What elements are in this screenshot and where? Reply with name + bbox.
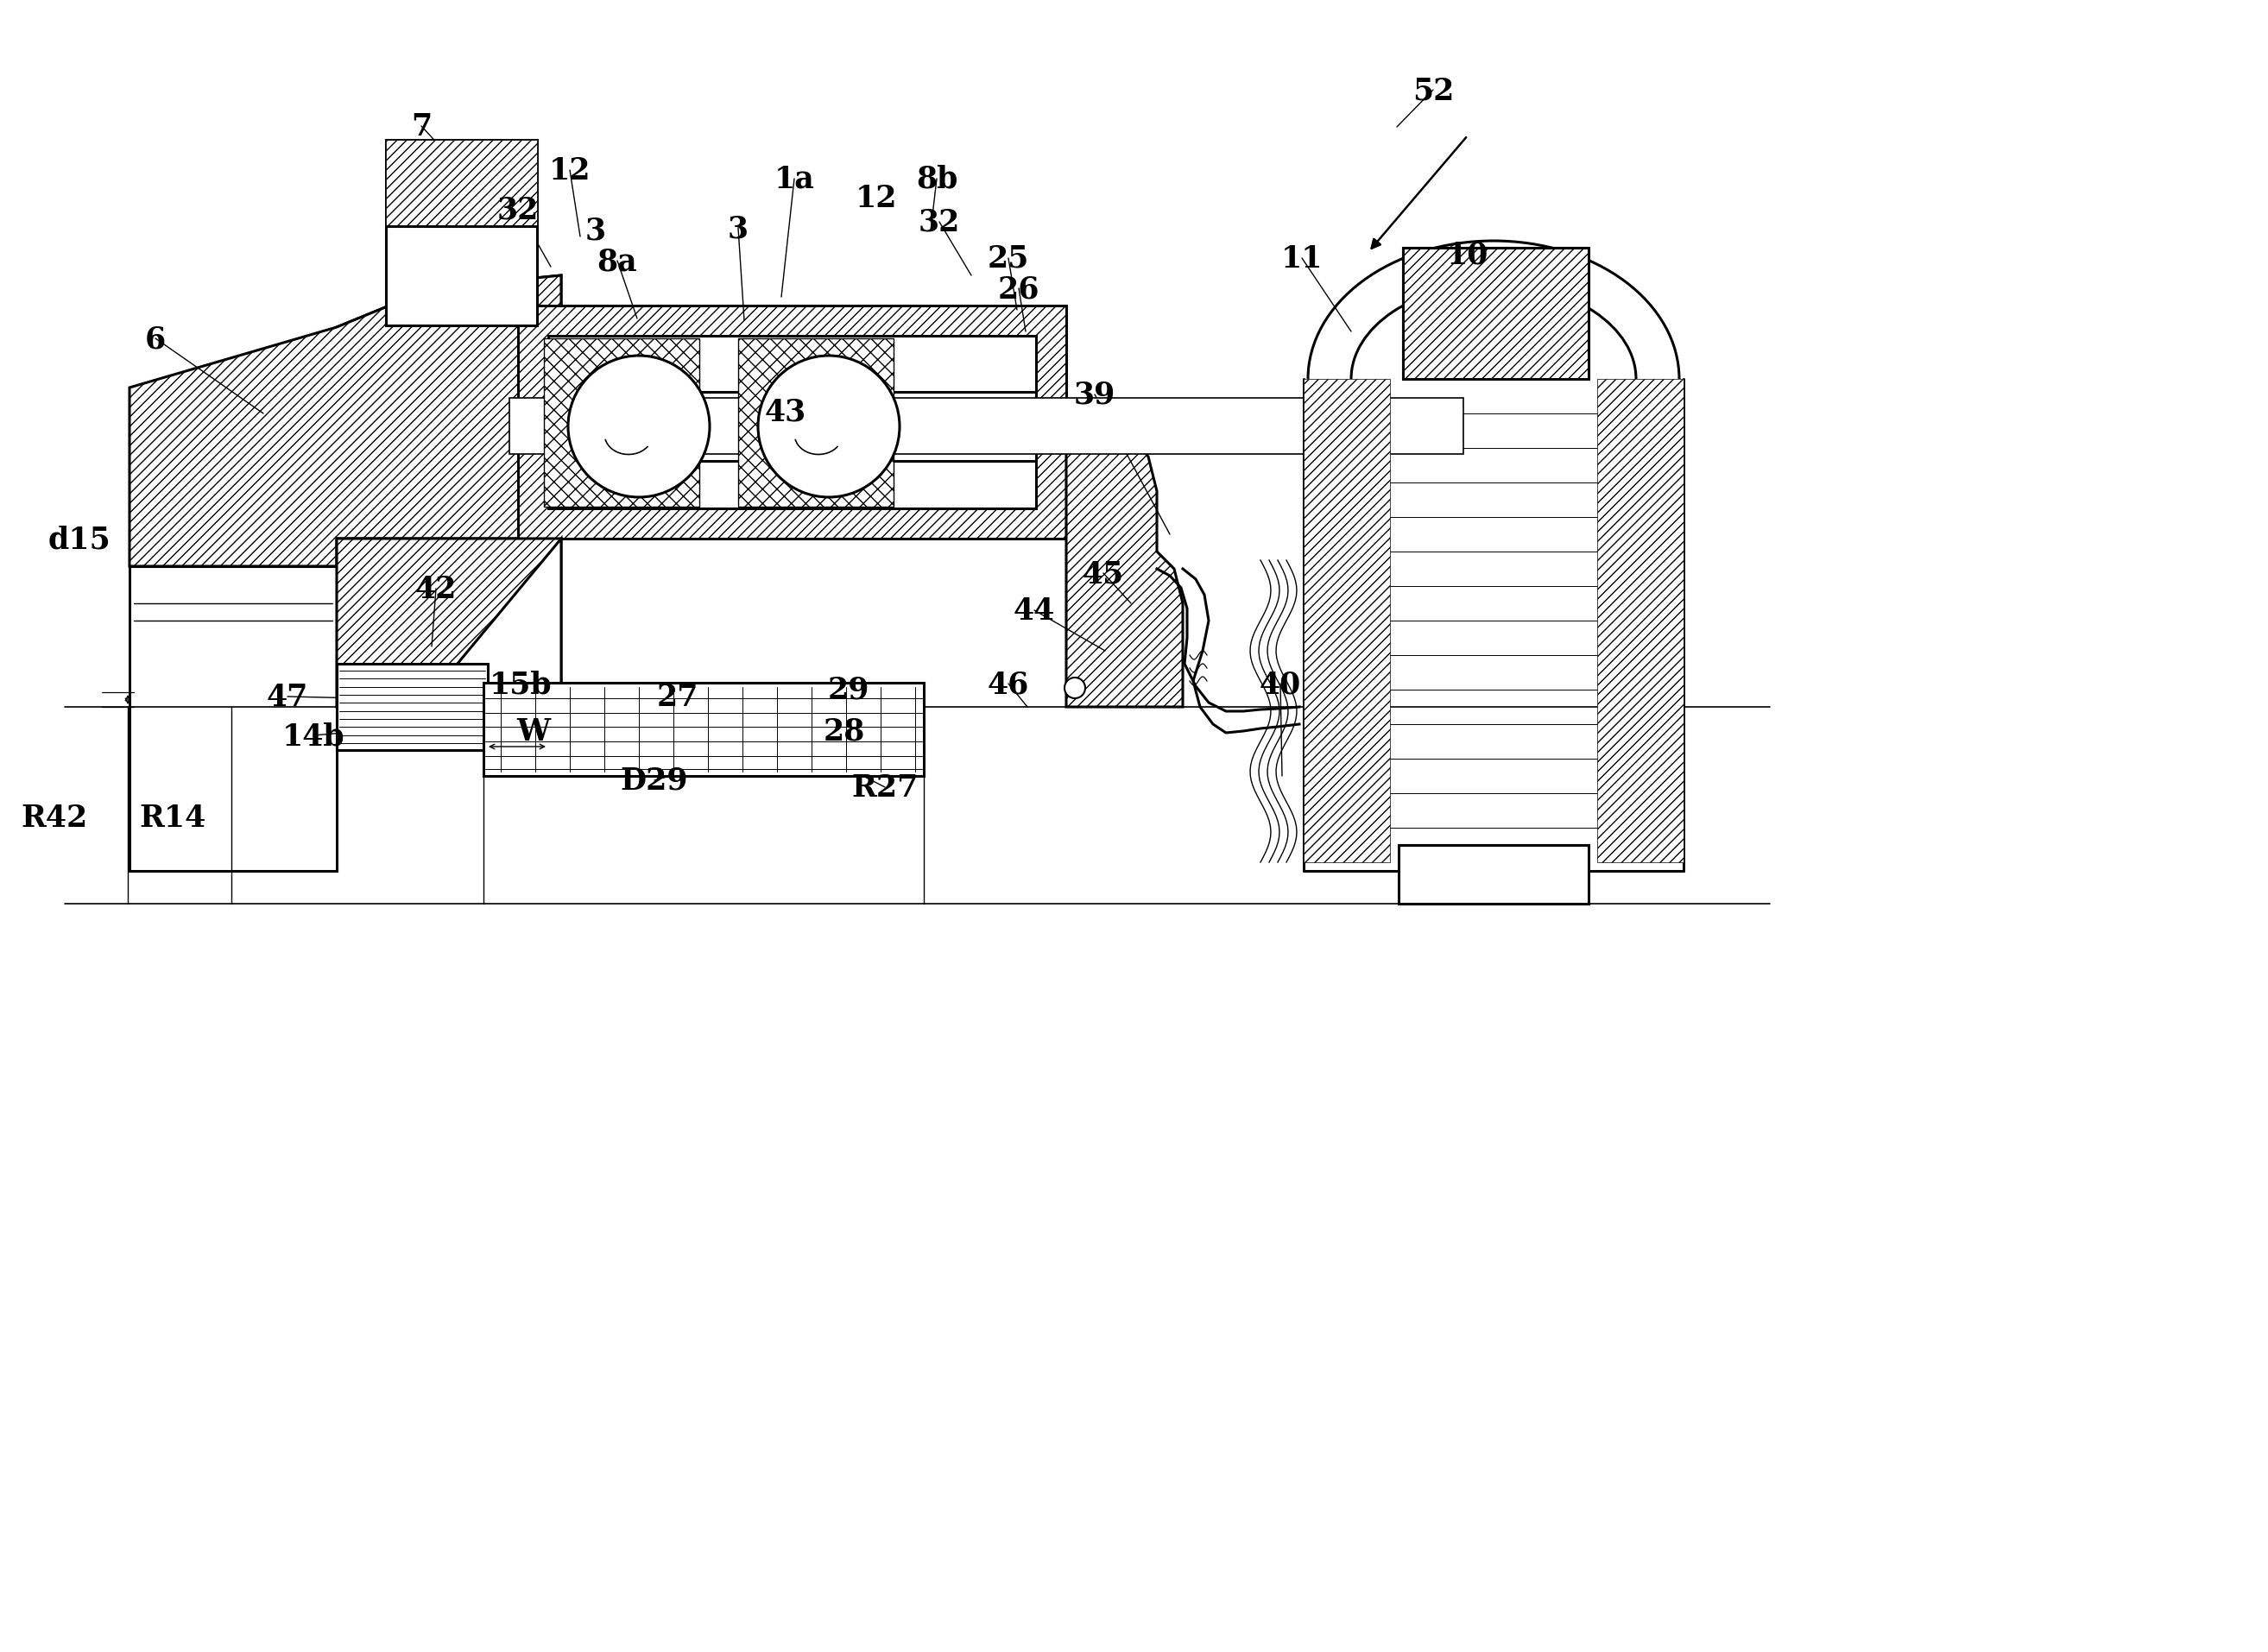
Text: 12: 12 [549,157,590,185]
Bar [1399,846,1588,904]
Text: 6: 6 [145,324,166,354]
Circle shape [567,357,710,497]
Text: 29: 29 [828,676,869,705]
Text: 27: 27 [658,682,699,712]
Text: 46: 46 [987,669,1030,699]
Bar [517,306,1066,539]
Bar [1304,380,1390,862]
Text: 3: 3 [728,215,748,243]
Text: 3: 3 [585,216,606,246]
Polygon shape [336,539,560,707]
Text: 15b: 15b [490,669,551,699]
Text: 7: 7 [411,112,431,142]
Bar [544,339,699,507]
Bar [1404,248,1588,380]
Text: 43: 43 [764,396,807,426]
Text: 26: 26 [998,274,1039,304]
Text: 47: 47 [268,682,308,712]
Text: 14b: 14b [281,722,345,750]
Polygon shape [1066,436,1184,707]
Bar [386,140,538,325]
Bar [549,393,1036,461]
Text: 25: 25 [987,244,1030,274]
Bar [129,567,336,871]
Text: R14: R14 [138,803,206,833]
Text: d15: d15 [48,524,111,553]
Text: W: W [517,717,551,747]
Polygon shape [386,140,538,226]
Text: R42: R42 [20,803,88,833]
Text: 12: 12 [855,183,898,213]
Circle shape [758,357,900,497]
Text: 8a: 8a [596,246,637,276]
Text: 10: 10 [1447,240,1488,269]
Text: 42: 42 [415,575,456,605]
Polygon shape [336,276,560,567]
Circle shape [1064,677,1084,699]
Text: 52: 52 [1413,76,1454,106]
Text: 28: 28 [823,717,864,747]
Bar [549,337,1036,509]
Text: R27: R27 [850,773,919,803]
Text: 1a: 1a [773,165,814,193]
Bar [510,398,1463,454]
Bar [483,684,923,776]
Bar [737,339,894,507]
Text: 8b: 8b [916,165,957,193]
Text: 32: 32 [919,208,959,238]
Text: D29: D29 [621,767,689,795]
Text: 11: 11 [1281,244,1322,274]
Text: 32: 32 [497,195,540,225]
Text: 40: 40 [1259,669,1302,699]
Text: 44: 44 [1014,596,1055,626]
Text: 39: 39 [1073,380,1116,410]
Bar [336,664,488,750]
Polygon shape [424,539,560,705]
Bar [1597,380,1683,862]
Text: 45: 45 [1082,558,1125,588]
Polygon shape [129,276,560,567]
